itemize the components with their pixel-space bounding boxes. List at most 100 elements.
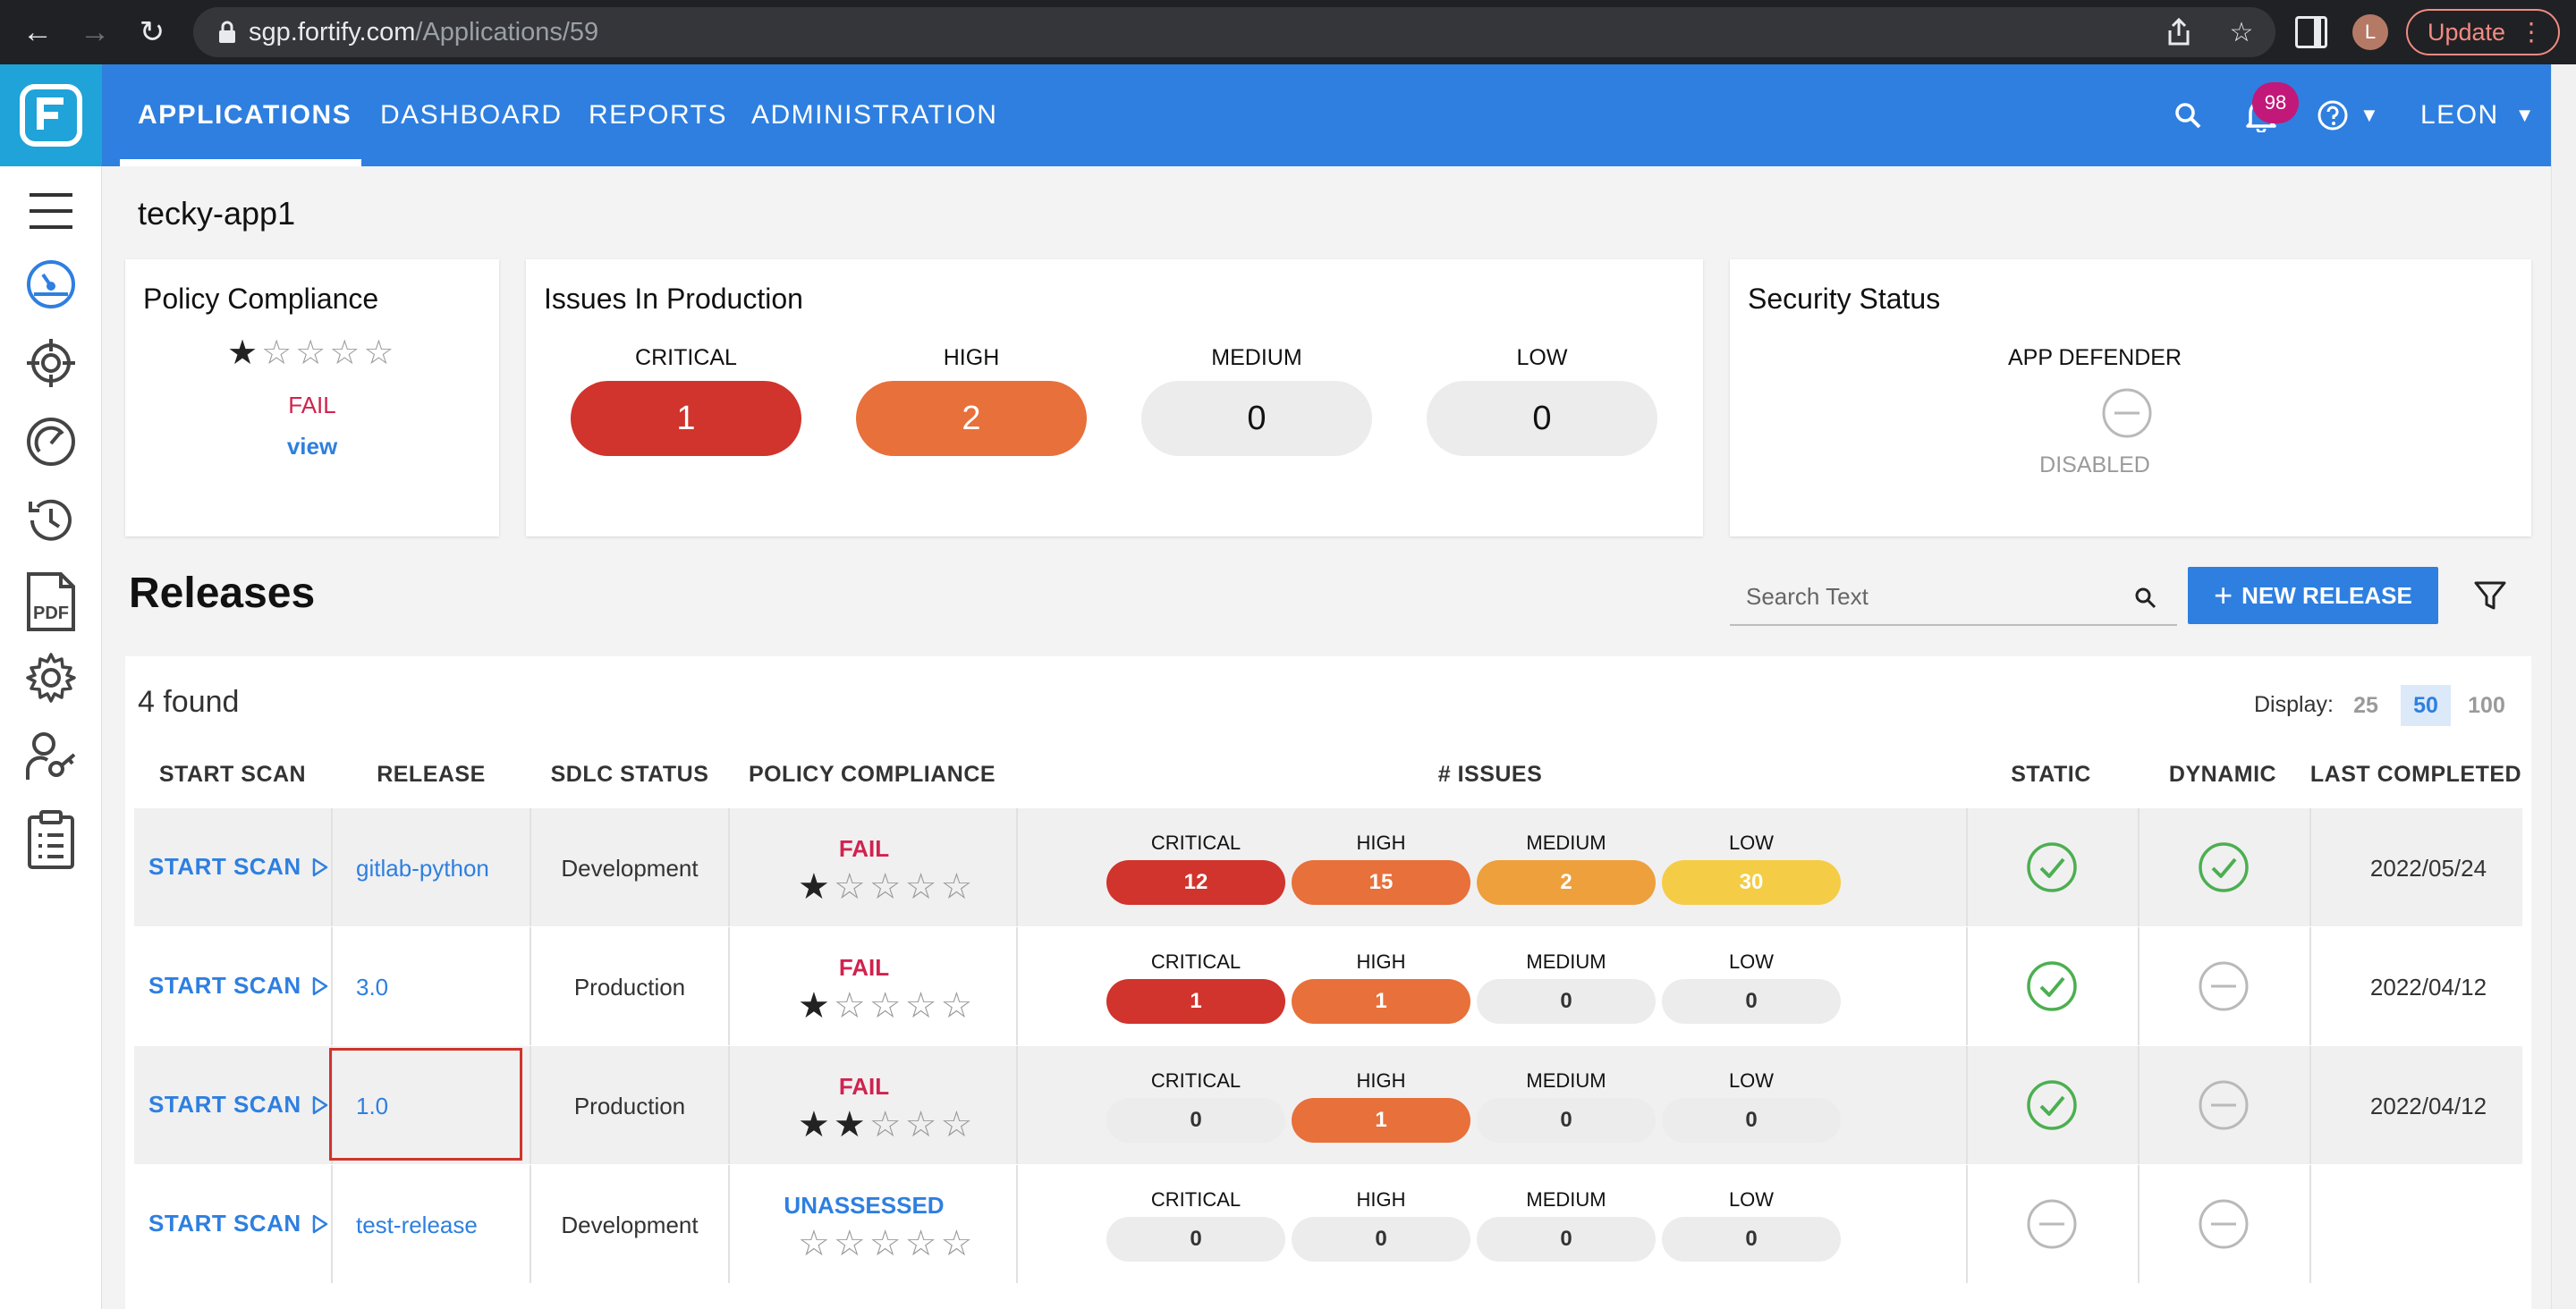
rating-stars: ☆ ☆ ☆ ☆ ☆: [798, 1226, 972, 1262]
column-divider: [331, 927, 333, 1045]
column-header-release[interactable]: RELEASE: [377, 762, 486, 787]
critical-count-pill[interactable]: 0: [1106, 1098, 1285, 1143]
plus-icon: +: [2214, 577, 2233, 613]
side-panel-icon[interactable]: [2295, 16, 2327, 48]
star-empty-icon: ☆: [940, 986, 973, 1026]
release-link[interactable]: 1.0: [356, 1093, 389, 1119]
high-label: HIGH: [1356, 1188, 1406, 1211]
filter-icon[interactable]: [2472, 578, 2508, 613]
release-link[interactable]: test-release: [356, 1212, 478, 1238]
url-host: sgp.fortify.com: [249, 17, 416, 46]
star-empty-icon: ☆: [869, 986, 902, 1026]
star-filled-icon: ★: [798, 867, 830, 907]
low-count-pill[interactable]: 0: [1427, 381, 1657, 456]
medium-count-pill[interactable]: 0: [1477, 979, 1656, 1024]
star-empty-icon: ☆: [869, 1105, 902, 1144]
settings-icon[interactable]: [24, 651, 78, 705]
column-divider: [2309, 1046, 2311, 1164]
share-icon[interactable]: [2161, 14, 2197, 50]
high-count-pill[interactable]: 2: [856, 381, 1087, 456]
medium-count-pill[interactable]: 0: [1477, 1217, 1656, 1262]
more-menu-icon[interactable]: ⋮: [2519, 18, 2544, 46]
column-header-static[interactable]: STATIC: [2011, 762, 2091, 787]
medium-count-pill[interactable]: 2: [1477, 860, 1656, 905]
display-option-100[interactable]: 100: [2468, 692, 2505, 718]
start-scan-label: START SCAN: [148, 972, 301, 999]
critical-count-pill[interactable]: 0: [1106, 1217, 1285, 1262]
not-available-icon: [2027, 1199, 2077, 1249]
highlight-annotation: [329, 1048, 522, 1161]
high-count-pill[interactable]: 0: [1292, 1217, 1470, 1262]
high-count-pill[interactable]: 1: [1292, 979, 1470, 1024]
dashboard-icon[interactable]: [24, 258, 78, 311]
critical-count-pill[interactable]: 12: [1106, 860, 1285, 905]
card-title: Policy Compliance: [143, 283, 379, 315]
star-empty-icon: ☆: [833, 867, 866, 907]
low-label: LOW: [1516, 345, 1568, 370]
back-arrow-icon[interactable]: ←: [22, 14, 53, 49]
scrollbar[interactable]: [2551, 64, 2576, 1309]
start-scan-button[interactable]: START SCAN: [148, 1091, 328, 1119]
user-key-icon[interactable]: [24, 730, 78, 783]
reload-icon[interactable]: ↻: [139, 15, 165, 49]
column-header-issues[interactable]: # ISSUES: [1437, 762, 1543, 787]
search-icon[interactable]: [2134, 587, 2157, 610]
sdlc-status: Production: [573, 1093, 686, 1119]
profile-avatar[interactable]: L: [2352, 14, 2388, 50]
new-release-button[interactable]: + NEW RELEASE: [2188, 567, 2438, 624]
update-button[interactable]: Update ⋮: [2406, 9, 2560, 55]
tab-administration[interactable]: ADMINISTRATION: [751, 100, 998, 130]
high-count-pill[interactable]: 1: [1292, 1098, 1470, 1143]
compliance-status: UNASSESSED: [784, 1192, 945, 1219]
display-option-50[interactable]: 50: [2401, 685, 2451, 726]
column-header-policy-compliance[interactable]: POLICY COMPLIANCE: [748, 762, 996, 787]
low-count-pill[interactable]: 0: [1662, 1217, 1841, 1262]
column-header-dynamic[interactable]: DYNAMIC: [2168, 762, 2277, 787]
column-header-start-scan[interactable]: START SCAN: [158, 762, 307, 787]
critical-count-pill[interactable]: 1: [571, 381, 801, 456]
target-icon[interactable]: [24, 336, 78, 390]
gauge-icon[interactable]: [24, 415, 78, 469]
column-divider: [1016, 808, 1018, 926]
display-option-25[interactable]: 25: [2353, 692, 2378, 718]
low-count-pill[interactable]: 0: [1662, 1098, 1841, 1143]
address-bar[interactable]: sgp.fortify.com/Applications/59 ☆: [193, 7, 2275, 57]
bookmark-star-icon[interactable]: ☆: [2229, 17, 2254, 47]
release-link[interactable]: 3.0: [356, 974, 389, 1001]
sdlc-status: Development: [561, 1212, 699, 1238]
critical-label: CRITICAL: [635, 345, 737, 370]
help-menu[interactable]: ▼: [2317, 64, 2379, 166]
critical-label: CRITICAL: [1150, 950, 1241, 973]
medium-count-pill[interactable]: 0: [1477, 1098, 1656, 1143]
history-icon[interactable]: [24, 494, 78, 547]
view-link[interactable]: view: [286, 433, 338, 460]
fortify-logo[interactable]: [0, 64, 102, 166]
clipboard-icon[interactable]: [24, 808, 78, 871]
low-count-pill[interactable]: 30: [1662, 860, 1841, 905]
column-header-last-completed[interactable]: LAST COMPLETED: [2309, 762, 2522, 787]
critical-count-pill[interactable]: 1: [1106, 979, 1285, 1024]
top-navigation: APPLICATIONS DASHBOARD REPORTS ADMINISTR…: [102, 64, 2551, 166]
start-scan-button[interactable]: START SCAN: [148, 853, 328, 881]
nav-search-icon[interactable]: [2174, 64, 2202, 166]
forward-arrow-icon[interactable]: →: [80, 14, 110, 49]
start-scan-button[interactable]: START SCAN: [148, 972, 328, 1000]
menu-icon[interactable]: [24, 184, 78, 238]
column-divider: [1966, 808, 1968, 926]
medium-count-pill[interactable]: 0: [1141, 381, 1372, 456]
tab-dashboard[interactable]: DASHBOARD: [380, 100, 563, 130]
app-defender-status: DISABLED: [2039, 452, 2150, 477]
pdf-icon[interactable]: PDF: [24, 570, 78, 633]
tab-reports[interactable]: REPORTS: [589, 100, 727, 130]
low-count-pill[interactable]: 0: [1662, 979, 1841, 1024]
tab-applications[interactable]: APPLICATIONS: [138, 100, 352, 130]
start-scan-button[interactable]: START SCAN: [148, 1210, 328, 1237]
column-header-sdlc-status[interactable]: SDLC STATUS: [550, 762, 709, 787]
release-link[interactable]: gitlab-python: [356, 855, 489, 882]
high-count-pill[interactable]: 15: [1292, 860, 1470, 905]
search-input[interactable]: [1746, 576, 2122, 617]
card-title: Security Status: [1748, 283, 1941, 315]
user-menu[interactable]: LEON ▼: [2420, 64, 2534, 166]
table-row: START SCAN gitlab-python Development FAIL ★ ☆…: [134, 808, 2522, 926]
start-scan-label: START SCAN: [148, 1210, 301, 1237]
